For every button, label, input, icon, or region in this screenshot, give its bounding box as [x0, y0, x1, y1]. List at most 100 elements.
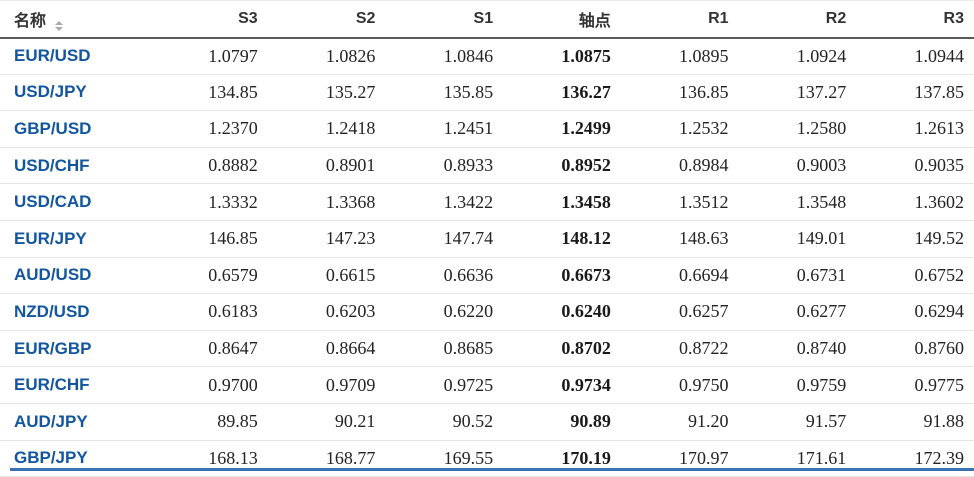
r2-value: 1.0924 — [738, 37, 857, 75]
r3-value: 0.8760 — [856, 330, 974, 368]
s3-value: 0.8882 — [150, 147, 268, 185]
column-header-name[interactable]: 名称 — [0, 0, 150, 39]
pivot-value: 136.27 — [503, 74, 621, 112]
s2-value: 0.8664 — [267, 330, 386, 368]
s2-value: 147.23 — [267, 220, 386, 258]
table-row: EUR/GBP 0.8647 0.8664 0.8685 0.8702 0.87… — [0, 330, 974, 368]
s1-value: 0.6636 — [385, 257, 504, 295]
s3-value: 0.6579 — [150, 257, 268, 295]
s3-value: 134.85 — [150, 74, 268, 112]
r1-value: 1.2532 — [620, 110, 739, 148]
s1-value: 147.74 — [385, 220, 504, 258]
s1-value: 0.6220 — [385, 293, 504, 331]
pair-link[interactable]: EUR/CHF — [14, 375, 90, 395]
s3-value: 0.8647 — [150, 330, 268, 368]
s2-value: 1.0826 — [267, 37, 386, 75]
r1-value: 0.8984 — [620, 147, 739, 185]
s1-value: 1.2451 — [385, 110, 504, 148]
s1-value: 1.3422 — [385, 183, 504, 221]
r2-value: 0.9759 — [738, 366, 857, 404]
pivot-value: 0.8952 — [503, 147, 621, 185]
r2-value: 137.27 — [738, 74, 857, 112]
pivot-value: 148.12 — [503, 220, 621, 258]
r2-value: 1.2580 — [738, 110, 857, 148]
table-row: EUR/USD 1.0797 1.0826 1.0846 1.0875 1.08… — [0, 37, 974, 75]
s3-value: 0.6183 — [150, 293, 268, 331]
pivot-value: 0.8702 — [503, 330, 621, 368]
r3-value: 172.39 — [856, 440, 974, 477]
r1-value: 136.85 — [620, 74, 739, 112]
column-header-r1[interactable]: R1 — [620, 0, 739, 39]
s2-value: 1.3368 — [267, 183, 386, 221]
r3-value: 91.88 — [856, 403, 974, 441]
table-row: GBP/JPY 168.13 168.77 169.55 170.19 170.… — [0, 440, 974, 477]
column-header-pivot[interactable]: 轴点 — [503, 0, 621, 39]
s1-value: 0.8685 — [385, 330, 504, 368]
pair-link[interactable]: AUD/USD — [14, 265, 92, 285]
s2-value: 0.6203 — [267, 293, 386, 331]
r3-value: 137.85 — [856, 74, 974, 112]
r2-value: 0.6277 — [738, 293, 857, 331]
r2-value: 1.3548 — [738, 183, 857, 221]
table-row: USD/CHF 0.8882 0.8901 0.8933 0.8952 0.89… — [0, 147, 974, 185]
r1-value: 0.9750 — [620, 366, 739, 404]
pair-link[interactable]: EUR/USD — [14, 46, 91, 66]
column-header-r3[interactable]: R3 — [856, 0, 974, 39]
pair-link[interactable]: GBP/JPY — [14, 448, 88, 468]
pair-link[interactable]: AUD/JPY — [14, 411, 88, 431]
s2-value: 0.9709 — [267, 366, 386, 404]
r3-value: 0.9775 — [856, 366, 974, 404]
pivot-value: 1.0875 — [503, 37, 621, 75]
pair-link[interactable]: EUR/JPY — [14, 228, 87, 248]
column-header-r2[interactable]: R2 — [738, 0, 857, 39]
s3-value: 1.3332 — [150, 183, 268, 221]
pivot-value: 1.3458 — [503, 183, 621, 221]
table-row: GBP/USD 1.2370 1.2418 1.2451 1.2499 1.25… — [0, 110, 974, 148]
pair-link[interactable]: USD/JPY — [14, 82, 87, 102]
r1-value: 1.3512 — [620, 183, 739, 221]
r3-value: 1.2613 — [856, 110, 974, 148]
r1-value: 148.63 — [620, 220, 739, 258]
column-header-s3[interactable]: S3 — [150, 0, 268, 39]
r2-value: 0.8740 — [738, 330, 857, 368]
s2-value: 0.8901 — [267, 147, 386, 185]
r3-value: 0.6752 — [856, 257, 974, 295]
pair-link[interactable]: NZD/USD — [14, 301, 90, 321]
s3-value: 146.85 — [150, 220, 268, 258]
pivot-value: 1.2499 — [503, 110, 621, 148]
table-row: EUR/CHF 0.9700 0.9709 0.9725 0.9734 0.97… — [0, 366, 974, 404]
r1-value: 0.6694 — [620, 257, 739, 295]
pivot-value: 170.19 — [503, 440, 621, 477]
s3-value: 1.2370 — [150, 110, 268, 148]
r1-value: 170.97 — [620, 440, 739, 477]
pair-link[interactable]: USD/CAD — [14, 192, 92, 212]
bottom-accent-bar — [10, 468, 974, 471]
s2-value: 0.6615 — [267, 257, 386, 295]
pivot-value: 90.89 — [503, 403, 621, 441]
r1-value: 0.6257 — [620, 293, 739, 331]
r3-value: 0.9035 — [856, 147, 974, 185]
pair-link[interactable]: EUR/GBP — [14, 338, 92, 358]
s1-value: 1.0846 — [385, 37, 504, 75]
pivot-value: 0.6240 — [503, 293, 621, 331]
r2-value: 0.6731 — [738, 257, 857, 295]
r2-value: 91.57 — [738, 403, 857, 441]
r2-value: 171.61 — [738, 440, 857, 477]
s3-value: 89.85 — [150, 403, 268, 441]
pair-link[interactable]: USD/CHF — [14, 155, 90, 175]
s1-value: 135.85 — [385, 74, 504, 112]
table-row: NZD/USD 0.6183 0.6203 0.6220 0.6240 0.62… — [0, 293, 974, 331]
column-header-s1[interactable]: S1 — [385, 0, 504, 39]
s3-value: 168.13 — [150, 440, 268, 477]
s1-value: 169.55 — [385, 440, 504, 477]
r3-value: 149.52 — [856, 220, 974, 258]
sort-icon[interactable] — [55, 20, 64, 31]
r3-value: 1.3602 — [856, 183, 974, 221]
s2-value: 135.27 — [267, 74, 386, 112]
pivot-value: 0.6673 — [503, 257, 621, 295]
pair-link[interactable]: GBP/USD — [14, 118, 92, 138]
column-header-s2[interactable]: S2 — [267, 0, 386, 39]
r2-value: 0.9003 — [738, 147, 857, 185]
r3-value: 0.6294 — [856, 293, 974, 331]
